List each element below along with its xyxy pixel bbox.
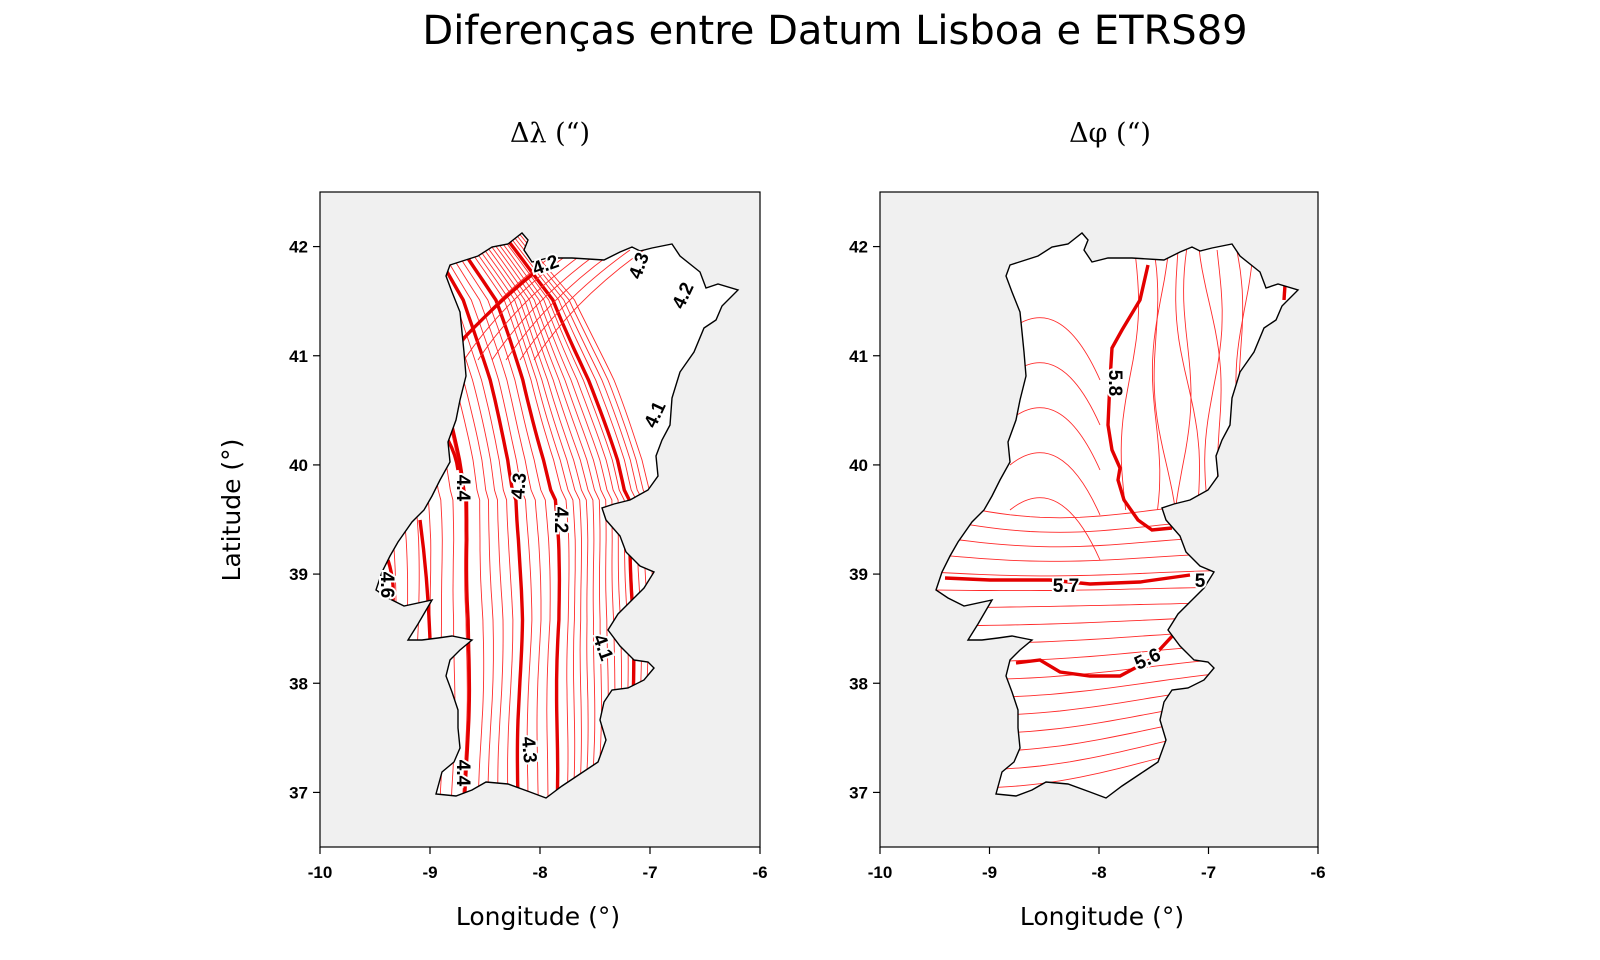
contour-line-major — [944, 573, 1191, 586]
contour-line — [1151, 249, 1169, 511]
contour-line — [1009, 407, 1101, 471]
contour-line — [491, 249, 603, 361]
contour-value-label: 5.7 — [1053, 576, 1079, 597]
y-tick-label: 40 — [849, 456, 868, 475]
contour-line-major — [1282, 284, 1287, 301]
xlabel-left: Longitude (°) — [456, 902, 620, 931]
x-tick-label: -10 — [308, 863, 333, 882]
contour-line-major — [447, 233, 562, 798]
y-tick-label: 39 — [289, 565, 308, 584]
contour-line — [1009, 452, 1101, 516]
contour-line — [533, 249, 645, 361]
contour-line-major — [422, 233, 525, 798]
y-tick-label: 38 — [849, 674, 868, 693]
contour-value-label: 4.6 — [376, 572, 397, 598]
contour-line — [435, 233, 542, 798]
contour-line — [477, 249, 589, 361]
contour-line — [1153, 249, 1176, 511]
y-tick-label: 41 — [849, 347, 868, 366]
contour-line — [429, 233, 533, 798]
panel-title-delta-lambda: Δλ (“) — [509, 118, 591, 149]
contour-value-label: 5 — [1195, 571, 1206, 592]
x-tick-label: -8 — [1091, 863, 1106, 882]
x-tick-label: -7 — [642, 863, 657, 882]
x-tick-label: -10 — [868, 863, 893, 882]
panel-title-delta-phi: Δφ (“) — [1069, 118, 1151, 149]
contour-line — [469, 233, 589, 798]
x-tick-label: -9 — [422, 863, 437, 882]
contour-line — [1009, 497, 1101, 561]
x-tick-label: -7 — [1201, 863, 1216, 882]
contour-line — [1175, 249, 1200, 511]
y-tick-label: 37 — [849, 783, 868, 802]
y-tick-label: 38 — [289, 674, 308, 693]
contour-value-label: 4.4 — [452, 760, 473, 787]
contour-line — [519, 249, 631, 361]
y-tick-label: 42 — [289, 238, 308, 257]
contour-line — [1204, 249, 1223, 511]
ylabel-left: Latitude (°) — [217, 439, 246, 582]
contour-line-major — [418, 519, 432, 641]
contour-line — [459, 233, 576, 798]
contour-line-major — [460, 266, 542, 342]
y-tick-label: 37 — [289, 783, 308, 802]
contour-line — [505, 249, 617, 361]
contour-line — [463, 249, 575, 361]
contour-line — [936, 569, 1231, 577]
contour-line — [464, 233, 582, 798]
contour-value-label: 4.4 — [452, 475, 473, 502]
x-tick-label: -6 — [752, 863, 767, 882]
y-tick-label: 41 — [289, 347, 308, 366]
xlabel-right: Longitude (°) — [1020, 902, 1184, 931]
contour-line-major — [1106, 264, 1173, 532]
contour-value-label: 4.3 — [517, 736, 540, 764]
contour-line — [1174, 249, 1192, 511]
contour-line — [936, 535, 1231, 548]
contour-line — [473, 233, 596, 798]
x-tick-label: -9 — [982, 863, 997, 882]
contour-line-major — [1015, 630, 1178, 678]
x-tick-label: -8 — [532, 863, 547, 882]
x-tick-label: -6 — [1310, 863, 1325, 882]
y-tick-label: 40 — [289, 456, 308, 475]
contour-line — [936, 586, 1231, 592]
axis-ticks-left: -10 -9 -8 -7 -6 37 38 39 40 41 42 — [289, 238, 767, 882]
contour-line — [442, 233, 551, 798]
y-tick-label: 39 — [849, 565, 868, 584]
contour-line — [1120, 249, 1140, 511]
contour-line — [936, 553, 1231, 562]
contour-value-label: 4.2 — [550, 507, 571, 533]
contour-value-label: 4.3 — [508, 472, 531, 500]
y-tick-label: 42 — [849, 238, 868, 257]
main-title: Diferenças entre Datum Lisboa e ETRS89 — [422, 8, 1248, 54]
axis-ticks-right: -10 -9 -8 -7 -6 37 38 39 40 41 42 — [849, 238, 1325, 882]
contour-line-major — [446, 439, 460, 471]
contour-value-label: 5.8 — [1104, 370, 1125, 396]
